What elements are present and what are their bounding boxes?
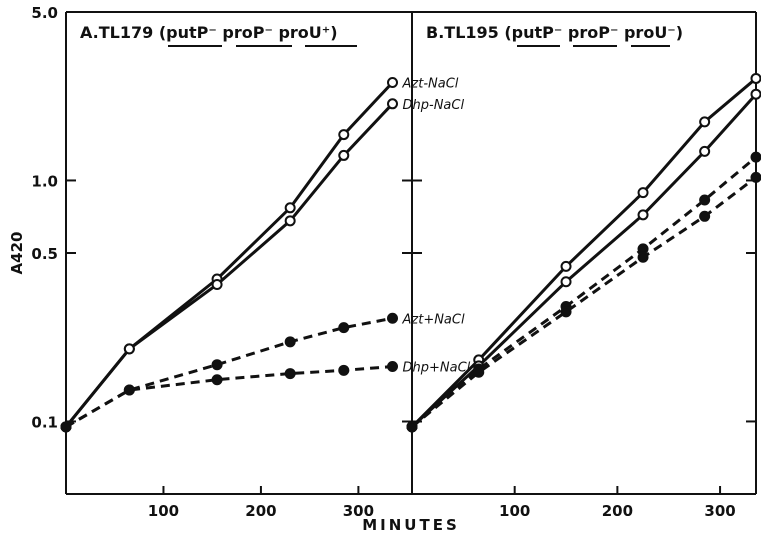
- panel-b: B.TL195 (putP⁻ proP⁻ proU⁻)Azt-NaClDhp-N…: [406, 23, 761, 433]
- data-point: [211, 359, 223, 371]
- data-point: [699, 194, 711, 206]
- data-point: [699, 116, 711, 128]
- series-line: [65, 365, 393, 429]
- data-point: [387, 76, 399, 88]
- series-label: Dhp+NaCl: [403, 361, 471, 376]
- data-point: [387, 361, 399, 373]
- y-tick-label: 5.0: [31, 4, 58, 22]
- data-point: [123, 343, 135, 355]
- data-point: [637, 187, 649, 199]
- data-point: [699, 145, 711, 157]
- data-point: [699, 210, 711, 222]
- data-point: [211, 374, 223, 386]
- data-point: [406, 421, 418, 433]
- data-point: [473, 366, 485, 378]
- data-point: [338, 149, 350, 161]
- series-line: [410, 93, 758, 428]
- panel-b-title: B.TL195 (putP⁻ proP⁻ proU⁻): [426, 23, 683, 42]
- data-point: [750, 88, 761, 100]
- panel-a: A.TL179 (putP⁻ proP⁻ proU⁺) Azt-NaCl Dhp-N…: [60, 23, 471, 433]
- data-point: [387, 98, 399, 110]
- x-tick-label: 200: [245, 502, 276, 520]
- x-tick-label: 200: [602, 502, 633, 520]
- x-tick-label: 100: [148, 502, 179, 520]
- data-point: [284, 336, 296, 348]
- data-point: [750, 171, 761, 183]
- data-point: [387, 312, 399, 324]
- data-point: [284, 202, 296, 214]
- series-line: [410, 77, 757, 428]
- series-line: [64, 102, 394, 428]
- series-line: [411, 155, 757, 428]
- series-label: Azt-NaCl: [402, 76, 459, 91]
- x-axis-label: MINUTES: [362, 516, 460, 534]
- data-point: [637, 251, 649, 263]
- data-point: [338, 364, 350, 376]
- data-point: [637, 209, 649, 221]
- x-tick-label: 300: [343, 502, 374, 520]
- panel-a-title: A.TL179 (putP⁻ proP⁻ proU⁺): [80, 23, 338, 42]
- series-label: Dhp-NaCl: [403, 98, 465, 113]
- data-point: [123, 384, 135, 396]
- x-tick-label: 300: [704, 502, 735, 520]
- x-tick-label: 100: [499, 502, 530, 520]
- data-point: [284, 368, 296, 380]
- data-point: [560, 306, 572, 318]
- data-point: [338, 322, 350, 334]
- data-point: [284, 215, 296, 227]
- data-point: [750, 151, 761, 163]
- data-point: [560, 260, 572, 272]
- y-ticks: 0.1 0.5 1.0 5.0: [31, 4, 756, 431]
- series-label: Azt+NaCl: [402, 312, 465, 327]
- data-point: [211, 279, 223, 291]
- data-point: [338, 129, 350, 141]
- x-ticks: 100 200 300 100 200 300: [148, 486, 736, 520]
- data-point: [750, 72, 761, 84]
- y-tick-label: 0.5: [31, 245, 58, 263]
- y-tick-label: 0.1: [31, 413, 58, 431]
- data-point: [60, 421, 72, 433]
- y-tick-label: 1.0: [31, 172, 58, 190]
- y-axis-label: A420: [8, 232, 26, 275]
- data-point: [560, 276, 572, 288]
